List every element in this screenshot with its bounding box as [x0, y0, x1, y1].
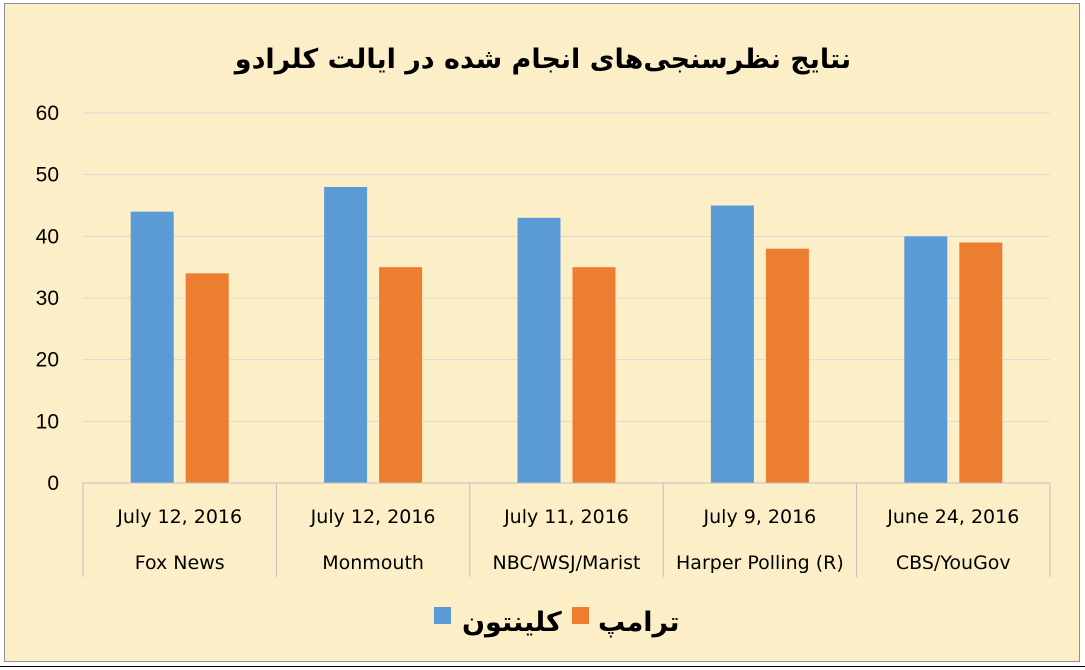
x-tick-pollster: NBC/WSJ/Marist — [493, 552, 641, 574]
x-tick-pollster: Fox News — [135, 552, 225, 574]
bar-series2 — [959, 242, 1003, 483]
y-tick-label: 50 — [36, 164, 59, 187]
x-tick-date: June 24, 2016 — [886, 506, 1019, 528]
legend-swatch — [434, 607, 451, 624]
x-tick-pollster: Harper Polling (R) — [676, 552, 844, 574]
legend-swatch — [572, 607, 589, 624]
bar-series1 — [904, 236, 948, 483]
bottom-border — [0, 666, 1085, 667]
y-tick-label: 0 — [47, 472, 59, 495]
x-tick-pollster: CBS/YouGov — [896, 552, 1011, 574]
y-tick-label: 20 — [36, 349, 59, 372]
bar-series1 — [517, 217, 561, 484]
bar-series2 — [379, 267, 423, 483]
chart-title: نتایج نظرسنجی‌های انجام شده در ایالت کلر… — [233, 44, 851, 75]
legend-label: ترامپ — [598, 607, 680, 638]
legend-label: کلینتون — [462, 607, 562, 638]
bar-series1 — [324, 187, 368, 483]
x-axis: July 12, 2016 Fox News July 12, 2016 Monmou… — [82, 482, 1051, 577]
x-tick-pollster: Monmouth — [322, 552, 424, 574]
y-tick-label: 30 — [36, 287, 59, 310]
gridlines — [83, 112, 1050, 422]
y-tick-label: 10 — [36, 410, 59, 433]
y-tick-label: 60 — [36, 102, 59, 125]
bar-series2 — [572, 267, 616, 483]
y-tick-label: 40 — [36, 225, 59, 248]
bar-series1 — [130, 211, 174, 483]
chart-frame: نتایج نظرسنجی‌های انجام شده در ایالت کلر… — [4, 3, 1080, 662]
bars — [130, 187, 1003, 484]
bar-series2 — [185, 273, 229, 483]
bar-chart: نتایج نظرسنجی‌های انجام شده در ایالت کلر… — [36, 44, 1051, 638]
bar-series2 — [765, 248, 809, 483]
x-tick-date: July 12, 2016 — [116, 506, 242, 528]
legend: کلینتون ترامپ — [434, 607, 680, 638]
x-tick-date: July 11, 2016 — [503, 506, 629, 528]
x-tick-date: July 9, 2016 — [703, 506, 817, 528]
bar-series1 — [710, 205, 754, 483]
y-axis-ticks: 0 10 20 30 40 50 60 — [36, 102, 59, 495]
x-tick-date: July 12, 2016 — [310, 506, 436, 528]
